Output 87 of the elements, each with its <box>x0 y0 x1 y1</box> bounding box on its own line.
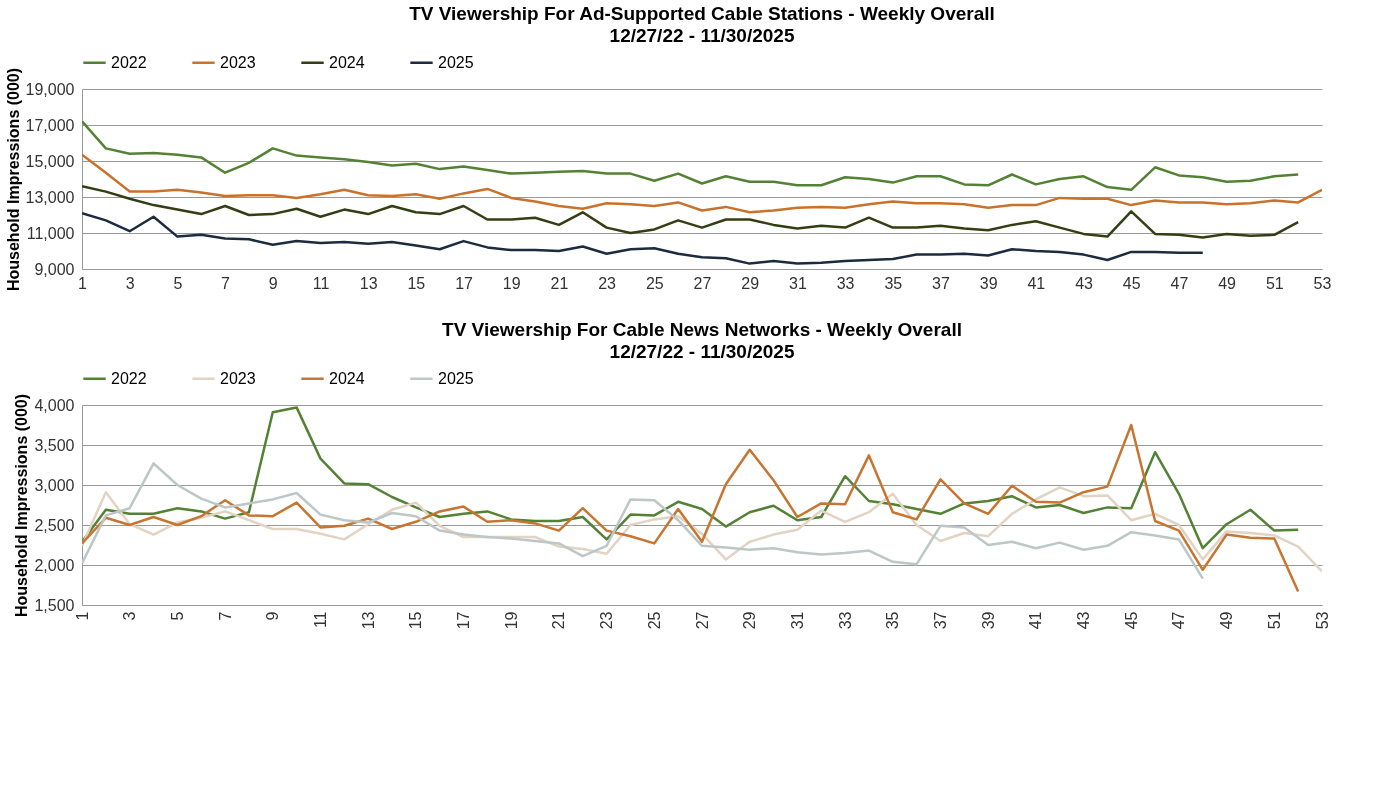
x-tick-label: 13 <box>359 611 377 630</box>
x-tick-label: 45 <box>1122 274 1141 292</box>
x-tick-label: 19 <box>502 611 520 630</box>
y-tick-label: 4,000 <box>34 396 75 414</box>
x-tick-label: 1 <box>78 274 88 292</box>
x-tick-label: 39 <box>979 611 997 630</box>
line-series <box>82 120 1300 192</box>
y-axis-title: Household Impressions (000) <box>13 393 31 618</box>
x-tick-label: 9 <box>264 611 282 621</box>
x-tick-label: 49 <box>1218 611 1236 630</box>
y-tick-label: 15,000 <box>25 152 75 170</box>
x-tick-label: 51 <box>1265 274 1284 292</box>
x-tick-label: 51 <box>1265 611 1283 630</box>
x-tick-label: 35 <box>884 274 903 292</box>
legend-label: 2025 <box>438 53 474 71</box>
chart-subtitle: 12/27/22 - 11/30/2025 <box>609 341 795 362</box>
x-tick-label: 37 <box>931 611 949 630</box>
y-tick-label: 2,500 <box>34 516 75 534</box>
x-tick-label: 21 <box>550 274 569 292</box>
y-tick-label: 17,000 <box>25 116 75 134</box>
line-series <box>82 184 1300 239</box>
chart-title: TV Viewership For Ad-Supported Cable Stations - Weekly Overall <box>409 3 995 24</box>
x-tick-label: 15 <box>407 274 426 292</box>
x-tick-label: 23 <box>598 274 617 292</box>
y-tick-label: 3,500 <box>34 436 75 454</box>
x-tick-label: 5 <box>168 611 186 621</box>
x-tick-label: 27 <box>693 274 712 292</box>
line-series <box>82 462 1205 580</box>
legend-label: 2023 <box>220 53 256 71</box>
legend-label: 2022 <box>111 369 147 387</box>
chart-title: TV Viewership For Cable News Networks - Weekly Overall <box>442 319 962 340</box>
chart-subtitle: 12/27/22 - 11/30/2025 <box>609 25 795 46</box>
x-tick-label: 35 <box>884 611 902 630</box>
x-tick-label: 11 <box>311 611 329 629</box>
y-tick-label: 2,000 <box>34 556 75 574</box>
x-tick-label: 7 <box>221 274 231 292</box>
x-tick-label: 43 <box>1075 611 1093 630</box>
x-tick-label: 53 <box>1313 274 1332 292</box>
x-tick-label: 39 <box>979 274 998 292</box>
x-tick-label: 9 <box>268 274 278 292</box>
x-tick-label: 17 <box>455 611 473 630</box>
y-tick-label: 19,000 <box>25 80 75 98</box>
y-tick-label: 13,000 <box>25 188 75 206</box>
line-series <box>82 211 1205 265</box>
x-tick-label: 43 <box>1075 274 1094 292</box>
y-tick-label: 1,500 <box>34 596 75 614</box>
x-tick-label: 33 <box>836 611 854 630</box>
x-tick-label: 5 <box>173 274 183 292</box>
line-series <box>82 153 1322 214</box>
x-tick-label: 47 <box>1170 611 1188 630</box>
x-tick-label: 13 <box>359 274 378 292</box>
y-tick-label: 9,000 <box>34 260 75 278</box>
x-tick-label: 31 <box>788 611 806 630</box>
y-tick-label: 11,000 <box>26 224 75 242</box>
x-tick-label: 3 <box>121 611 139 621</box>
x-tick-label: 3 <box>125 274 135 292</box>
line-series <box>82 406 1300 550</box>
x-tick-label: 29 <box>741 274 760 292</box>
x-tick-label: 25 <box>645 611 663 630</box>
line-series <box>82 423 1300 593</box>
legend-label: 2022 <box>111 53 147 71</box>
x-tick-label: 31 <box>788 274 807 292</box>
legend-label: 2024 <box>329 53 365 71</box>
legend-label: 2024 <box>329 369 365 387</box>
x-tick-label: 17 <box>455 274 474 292</box>
x-tick-label: 23 <box>598 611 616 630</box>
x-tick-label: 49 <box>1218 274 1237 292</box>
x-tick-label: 27 <box>693 611 711 630</box>
x-tick-label: 37 <box>932 274 950 292</box>
x-tick-label: 41 <box>1027 274 1046 292</box>
x-tick-label: 47 <box>1170 274 1189 292</box>
y-tick-label: 3,000 <box>34 476 75 494</box>
x-tick-label: 21 <box>550 611 568 630</box>
x-tick-label: 7 <box>216 611 234 621</box>
x-tick-label: 19 <box>502 274 521 292</box>
legend-label: 2025 <box>438 369 474 387</box>
x-tick-label: 1 <box>73 611 91 621</box>
x-tick-label: 41 <box>1027 611 1045 630</box>
x-tick-label: 45 <box>1122 611 1140 630</box>
x-tick-label: 29 <box>741 611 759 630</box>
legend-label: 2023 <box>220 369 256 387</box>
y-axis-title: Household Impressions (000) <box>4 67 22 292</box>
x-tick-label: 11 <box>312 274 330 292</box>
x-tick-label: 15 <box>407 611 425 630</box>
x-tick-label: 53 <box>1313 611 1331 630</box>
x-tick-label: 33 <box>836 274 855 292</box>
x-tick-label: 25 <box>645 274 664 292</box>
